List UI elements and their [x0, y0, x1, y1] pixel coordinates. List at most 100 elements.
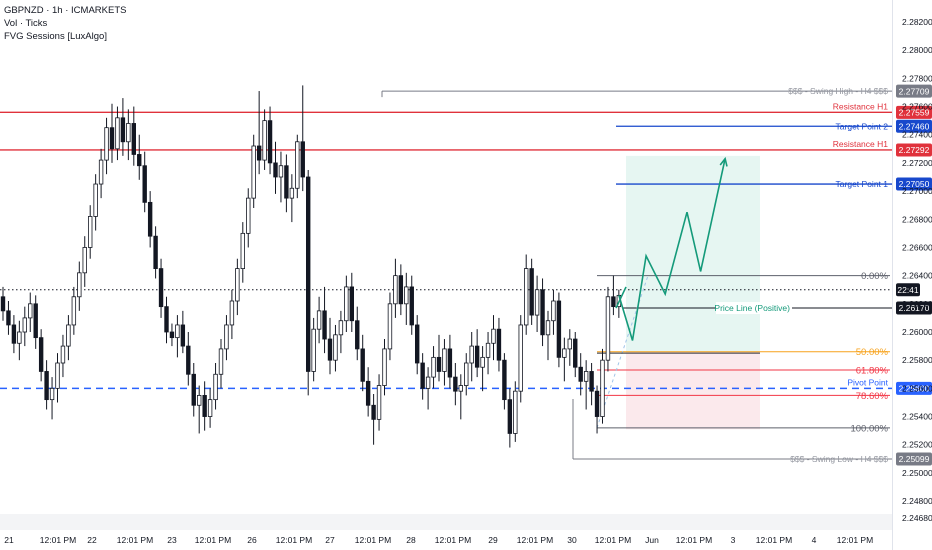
candle-body: [387, 303, 393, 350]
fib-retracement: 0.00% 50.00% 61.80% 78.60% 100.00%: [596, 271, 890, 434]
x-tick-label: 12:01 PM: [355, 535, 391, 545]
symbol-title[interactable]: GBPNZD · 1h · ICMARKETS: [4, 5, 127, 16]
candle-body: [267, 120, 273, 164]
candle-body: [256, 145, 262, 161]
price-tag-0: [896, 84, 932, 98]
x-tick-label: 22: [87, 535, 97, 545]
indicator-fvg[interactable]: FVG Sessions [LuxAlgo]: [4, 31, 107, 42]
x-tick-label: 28: [406, 535, 416, 545]
indicator-volume[interactable]: Vol · Ticks: [4, 18, 48, 29]
candle-body: [425, 376, 431, 389]
candle-body: [327, 338, 333, 361]
chart-legend: GBPNZD · 1h · ICMARKETS Vol · Ticks FVG …: [4, 4, 126, 43]
candle-body: [126, 123, 131, 143]
candle-body: [98, 159, 104, 185]
fib-label-4: 100.00%: [850, 423, 888, 434]
candle-body: [491, 328, 496, 344]
candle-body: [147, 201, 153, 237]
candle-body: [442, 348, 447, 372]
candle-body: [109, 127, 115, 150]
candle-body: [562, 348, 567, 358]
candle-body: [229, 300, 235, 326]
time-axis[interactable]: 21 12:01 PM 22 12:01 PM 23 12:01 PM 26 12:01 PM…: [4, 535, 873, 545]
candle-body: [191, 373, 196, 406]
candle-body: [175, 324, 180, 339]
time-scale-strip: [0, 514, 892, 530]
price-tag-text-3: 2.27292: [899, 145, 930, 155]
y-tick-label: 2.25800: [902, 355, 932, 365]
y-tick-label: 2.27400: [902, 130, 932, 140]
candle-body: [66, 324, 71, 347]
price-axis[interactable]: 2.27709 2.27559 2.27460 2.27292 2.27050 2.261…: [896, 17, 932, 523]
level-labels: $$$ - Swing High - H4 $$$ Resistance H1 Ta…: [714, 86, 888, 464]
level-lines: [0, 90, 892, 460]
candle-body: [447, 348, 453, 378]
candle-body: [17, 331, 22, 344]
y-tick-label: 2.24800: [902, 496, 932, 506]
y-tick-label: 2.27000: [902, 186, 932, 196]
candle-body: [464, 362, 469, 386]
position-zones: [626, 155, 760, 430]
candle-body: [235, 268, 240, 302]
candle-body: [316, 310, 322, 330]
candle-body: [420, 362, 425, 389]
level-label-2: Target Point 2: [836, 121, 889, 131]
x-tick-label: 12:01 PM: [435, 535, 471, 545]
candle-body: [240, 232, 245, 269]
candle-body: [431, 356, 436, 378]
current-time-tag: [896, 283, 920, 297]
candle-body: [371, 404, 376, 420]
price-tag-text-5: 2.26170: [899, 303, 930, 313]
fib-label-0: 0.00%: [861, 271, 888, 282]
candle-body: [545, 320, 551, 336]
x-tick-label: 12:01 PM: [276, 535, 312, 545]
candle-body: [93, 183, 98, 217]
projection-polyline: [618, 158, 726, 341]
candle-body: [213, 373, 218, 401]
y-tick-label: 2.26600: [902, 242, 932, 252]
candle-body: [77, 272, 82, 298]
candle-body: [540, 289, 545, 336]
candle-body: [567, 338, 572, 350]
candle-body: [551, 300, 556, 322]
candle-body: [338, 320, 344, 336]
candle-body: [131, 123, 136, 155]
candle-body: [169, 331, 175, 339]
long-target-zone: [626, 155, 760, 352]
level-label-7: $$$ - Swing Low - H4 $$$: [790, 454, 888, 464]
y-tick-label: 2.28200: [902, 17, 932, 27]
x-tick-label: 21: [4, 535, 14, 545]
candle-body: [513, 390, 518, 434]
level-label-4: Target Point 1: [836, 179, 889, 189]
price-tag-text-7: 2.25099: [899, 454, 930, 464]
price-tag-2: [896, 119, 932, 133]
projection-arrowhead: [719, 156, 728, 167]
candle-body: [49, 387, 55, 401]
y-tick-label: 2.26200: [902, 299, 932, 309]
price-tag-7: [896, 452, 932, 466]
candle-body: [300, 141, 305, 178]
price-tag-5: [896, 301, 932, 315]
candle-body: [289, 187, 295, 199]
candle-body: [44, 371, 49, 401]
y-tick-label: 2.26000: [902, 327, 932, 337]
candle-body: [507, 399, 513, 434]
level-label-1: Resistance H1: [833, 101, 889, 111]
x-tick-label: 12:01 PM: [756, 535, 792, 545]
candle-body: [164, 306, 169, 333]
x-tick-label: 12:01 PM: [837, 535, 873, 545]
candle-body: [414, 324, 420, 364]
x-tick-label: 30: [567, 535, 577, 545]
candle-body: [578, 366, 583, 382]
price-tag-1: [896, 105, 932, 119]
candle-body: [11, 324, 17, 344]
price-tag-4: [896, 177, 932, 191]
candle-body: [38, 337, 44, 372]
level-label-6: Pivot Point: [847, 377, 888, 387]
candle-body: [218, 348, 224, 375]
y-tick-label: 2.25000: [902, 468, 932, 478]
candle-body: [251, 145, 256, 199]
x-tick-label: 26: [247, 535, 257, 545]
